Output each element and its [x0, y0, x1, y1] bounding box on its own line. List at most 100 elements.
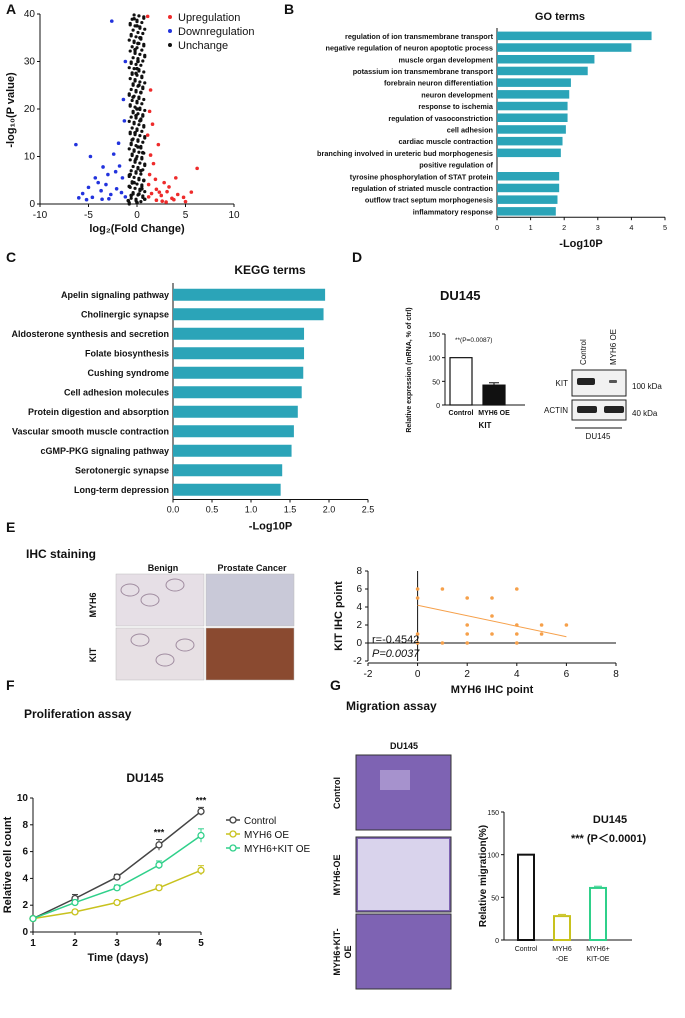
volcano-cloud-dot: [143, 162, 147, 166]
go-category-label: forebrain neuron differentiation: [384, 79, 493, 88]
proliferation-y-label: Relative cell count: [2, 816, 14, 913]
migration-row-label: Control: [332, 777, 342, 809]
go-bar: [497, 78, 571, 87]
proliferation-title: Proliferation assay: [24, 707, 132, 721]
volcano-cloud-dot: [140, 48, 144, 52]
proliferation-y-tick-label: 2: [22, 900, 28, 911]
proliferation-point: [71, 908, 79, 916]
scatter-point: [515, 641, 519, 645]
volcano-legend-marker: [168, 43, 172, 47]
kegg-category-label: Protein digestion and absorption: [28, 407, 169, 417]
scatter-point: [539, 623, 544, 627]
volcano-legend-item: Unchange: [178, 40, 228, 52]
volcano-point-upregulation: [174, 176, 178, 180]
volcano-point-downregulation: [116, 141, 121, 145]
blot-band-actin-oe: [604, 406, 624, 413]
go-bar: [497, 101, 568, 111]
volcano-cloud-dot: [131, 82, 135, 86]
blot-marker: 100 kDa: [632, 382, 662, 391]
scatter-point: [465, 596, 470, 600]
volcano-point-unchange: [130, 138, 134, 142]
d-y-tick-label: 100: [428, 356, 440, 363]
kegg-category-label: Serotonergic synapse: [75, 465, 169, 475]
proliferation-point: [113, 884, 121, 892]
blot-band-kit-control: [577, 378, 595, 385]
scatter-x-tick-label: 6: [564, 669, 570, 680]
volcano-cloud-dot: [135, 182, 139, 186]
volcano-point-unchange: [138, 35, 142, 40]
volcano-point-downregulation: [80, 191, 85, 196]
scatter-point: [465, 641, 470, 645]
scatter-y-label: KIT IHC point: [333, 581, 345, 651]
volcano-point-upregulation: [145, 133, 150, 137]
volcano-cloud-dot: [137, 14, 141, 18]
ihc-row-label: KIT: [88, 647, 98, 662]
volcano-cloud-dot: [129, 141, 133, 145]
volcano-y-tick-label: 10: [24, 152, 36, 163]
volcano-point-downregulation: [117, 164, 122, 168]
volcano-point-downregulation: [111, 152, 116, 156]
volcano-cloud-dot: [127, 147, 131, 151]
volcano-cloud-dot: [131, 109, 135, 113]
go-x-tick-label: 3: [596, 223, 600, 232]
volcano-point-upregulation: [175, 192, 180, 197]
proliferation-y-tick-label: 6: [22, 847, 28, 858]
volcano-point-downregulation: [77, 196, 81, 200]
volcano-cloud-dot: [134, 197, 138, 201]
proliferation-point: [155, 841, 163, 849]
scatter-y-tick-label: 0: [356, 638, 362, 649]
volcano-point-downregulation: [84, 197, 89, 202]
volcano-point-downregulation: [119, 190, 124, 195]
scatter-x-tick-label: -2: [364, 669, 373, 680]
scatter-point: [465, 623, 470, 627]
go-bar: [497, 183, 560, 193]
go-x-tick-label: 5: [663, 223, 667, 232]
ihc-image-cancer-myh6: [205, 573, 295, 627]
d-bar-chart: DU145 0 50 100 150 Relative expression (mRNA,…: [406, 288, 525, 433]
migration-y-tick-label: 150: [487, 810, 499, 817]
proliferation-significance: ***: [196, 795, 207, 805]
panel-label-a: A: [6, 1, 16, 17]
volcano-point-upregulation: [153, 177, 158, 182]
volcano-cloud-dot: [143, 108, 147, 113]
d-y-tick-label: 150: [428, 332, 440, 339]
blot-frame: [571, 399, 627, 421]
volcano-cloud-dot: [141, 113, 145, 117]
volcano-cloud-dot: [140, 129, 144, 133]
scatter-point: [415, 596, 420, 600]
volcano-point-downregulation: [107, 196, 111, 201]
volcano-x-tick-label: 0: [134, 210, 140, 221]
ihc-column-label: Prostate Cancer: [217, 563, 287, 573]
volcano-cloud-dot: [133, 77, 137, 82]
go-category-label: potassium ion transmembrane transport: [353, 67, 494, 76]
blot-label: DU145: [586, 432, 611, 441]
volcano-cloud-dot: [135, 18, 139, 22]
ihc-title: IHC staining: [26, 547, 96, 561]
proliferation-point: [197, 831, 205, 840]
migration-panel: Migration assayDU145ControlMYH6-OEMYH6+K…: [332, 699, 647, 990]
go-bar: [497, 125, 566, 134]
kegg-x-tick-label: 1.5: [284, 505, 297, 515]
proliferation-x-tick-label: 1: [30, 938, 36, 949]
scatter-point: [490, 614, 494, 618]
scatter-point: [415, 632, 420, 636]
proliferation-legend-item: Control: [244, 816, 276, 827]
kegg-bar: [173, 308, 324, 321]
volcano-point-downregulation: [121, 97, 126, 102]
kegg-x-label: -Log10P: [249, 521, 292, 533]
proliferation-significance: ***: [154, 828, 165, 838]
volcano-x-tick-label: -10: [33, 210, 48, 221]
volcano-cloud-dot: [143, 190, 147, 194]
kegg-category-label: Aldosterone synthesis and secretion: [11, 329, 169, 339]
volcano-cloud-dot: [136, 30, 140, 35]
volcano-point-unchange: [134, 71, 138, 76]
migration-bar: [553, 915, 571, 942]
blot-band-actin-control: [577, 406, 597, 413]
volcano-cloud-dot: [132, 39, 136, 43]
volcano-point-unchange: [136, 59, 140, 64]
go-bar: [497, 55, 595, 64]
volcano-point-downregulation: [100, 197, 104, 202]
volcano-point-unchange: [136, 145, 140, 149]
scatter-point: [490, 596, 494, 600]
